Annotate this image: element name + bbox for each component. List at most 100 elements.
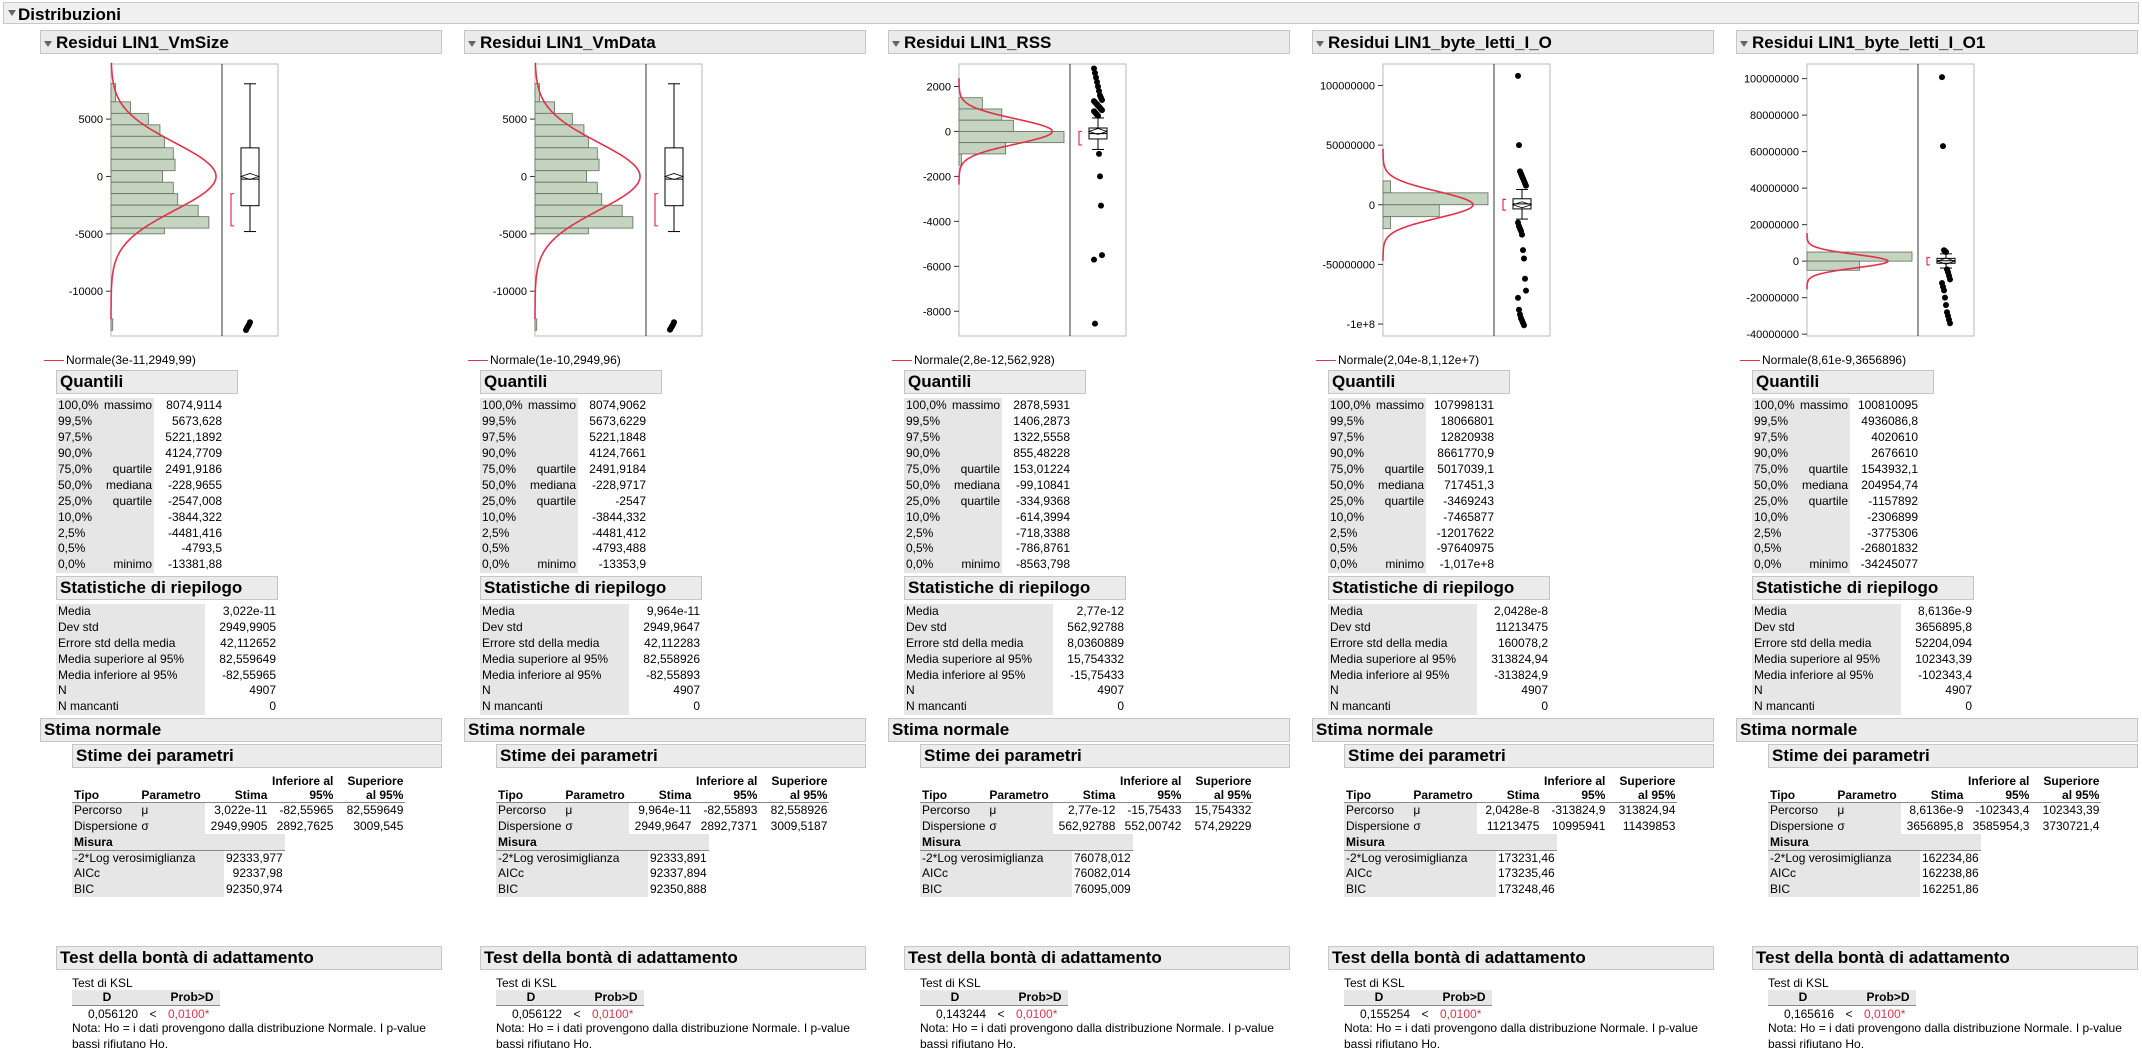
stat-label: Media [1752,604,1901,620]
test-bonta-header[interactable]: Test della bontà di adattamento [904,946,1290,970]
disclosure-triangle-icon[interactable] [892,40,900,47]
stima-normale-header[interactable]: Stima normale [1736,718,2138,742]
outlier-point [1523,182,1529,189]
table-row: N 4907 [56,682,278,699]
stat-label: N [904,682,1053,699]
stime-parametri-header[interactable]: Stime dei parametri [1344,744,1714,768]
y-tick-label: -20000000 [1746,293,1799,305]
measure-label: -2*Log verosimiglianza [1768,850,1920,866]
quantili-header[interactable]: Quantili [1328,370,1510,394]
statistiche-header[interactable]: Statistiche di riepilogo [1752,576,1974,600]
param-value: 562,92788 [1058,819,1116,833]
panel-title[interactable]: Residui LIN1_RSS [888,30,1290,54]
table-row: Percorso μ 9,964e-11 -82,55893 82,558926 [496,802,829,819]
test-bonta-header[interactable]: Test della bontà di adattamento [1752,946,2138,970]
measure-value: 92350,974 [226,881,283,896]
quantili-header[interactable]: Quantili [1752,370,1934,394]
quantile-label [1798,509,1851,526]
table-row: 50,0% mediana 204954,74 [1752,477,1920,494]
test-bonta-header[interactable]: Test della bontà di adattamento [480,946,866,970]
quantile-label [1798,413,1851,430]
quantili-header[interactable]: Quantili [904,370,1086,394]
param-symbol: μ [563,802,630,819]
disclosure-triangle-icon[interactable] [1740,40,1748,47]
outlier-point [1947,276,1953,283]
table-row: 0,0% minimo -1,017e+8 [1328,556,1496,573]
stat-value: 0 [1965,699,1972,714]
param-value: 3009,545 [353,819,404,833]
panel-title-text: Residui LIN1_byte_letti_I_O [1328,33,1552,52]
quantili-header[interactable]: Quantili [480,370,662,394]
stime-parametri-header[interactable]: Stime dei parametri [920,744,1290,768]
quantile-label: massimo [950,398,1003,414]
measure-label: AICc [1344,865,1496,882]
ksl-label: Test di KSL [72,976,133,990]
disclosure-triangle-icon[interactable] [468,40,476,47]
quantile-percent: 97,5% [56,429,102,446]
stima-normale-header[interactable]: Stima normale [40,718,442,742]
param-symbol: μ [1835,802,1902,819]
stima-normale-header[interactable]: Stima normale [1312,718,1714,742]
statistiche-header[interactable]: Statistiche di riepilogo [1328,576,1550,600]
ksl-less-than: < [149,1006,157,1021]
histogram-bar [534,135,589,149]
panel-title[interactable]: Residui LIN1_VmSize [40,30,442,54]
quantile-percent: 2,5% [480,525,526,542]
distribuzioni-header[interactable]: Distribuzioni [3,2,2139,24]
panel-title[interactable]: Residui LIN1_VmData [464,30,866,54]
outlier-point [1939,74,1945,81]
test-bonta-header[interactable]: Test della bontà di adattamento [56,946,442,970]
column-header: Tipo [1768,774,1836,803]
table-row: 25,0% quartile -3469243 [1328,493,1496,510]
table-row: 25,0% quartile -2547 [480,493,648,510]
quantile-label [526,541,579,557]
legend-line-icon [1740,360,1760,362]
stat-value: -313824,9 [1493,667,1548,682]
disclosure-triangle-icon[interactable] [44,40,52,47]
column-header: Tipo [1344,774,1412,803]
quantile-label [1374,445,1427,462]
histogram-boxplot: 100000000 80000000 60000000 40000000 2000000… [1744,63,1975,341]
quantile-percent: 25,0% [56,493,102,510]
quantili-table: 100,0% massimo 100810095 99,5% 4936086,8 97,5… [1752,398,1920,573]
quantile-percent: 99,5% [904,413,950,430]
quantile-label: minimo [1374,556,1427,573]
quantile-value: 8074,9062 [589,398,647,413]
table-row: Media superiore al 95% 102343,39 [1752,651,1974,668]
misura-table: Misura -2*Log verosimiglianza 92333,977 AIC… [72,834,285,898]
quantile-label [102,509,155,526]
param-symbol: σ [563,818,630,835]
param-type: Dispersione [1768,818,1836,835]
column-header: Inferiore al 95% [1541,774,1608,803]
ksl-label: Test di KSL [1768,976,1829,990]
quantili-header[interactable]: Quantili [56,370,238,394]
histogram-bar [958,153,962,166]
normal-fit-curve [110,62,217,319]
quantile-value: 2491,9186 [165,462,223,476]
disclosure-triangle-icon[interactable] [8,10,16,16]
quantile-label [950,509,1003,526]
stime-parametri-header[interactable]: Stime dei parametri [496,744,866,768]
table-row: 0,5% -786,8761 [904,541,1072,557]
table-row: 97,5% 5221,1848 [480,429,648,446]
table-row: 0,5% -26801832 [1752,541,1920,557]
panel-title[interactable]: Residui LIN1_byte_letti_I_O1 [1736,30,2138,54]
table-row: Media 9,964e-11 [480,604,702,620]
stime-parametri-header[interactable]: Stime dei parametri [72,744,442,768]
stima-normale-header[interactable]: Stima normale [464,718,866,742]
distribution-panel: Residui LIN1_VmData 5000 0 -5000 -10000 Norma… [458,30,878,1051]
stima-normale-header[interactable]: Stima normale [888,718,1290,742]
column-header: Tipo [496,774,564,803]
stime-parametri-header[interactable]: Stime dei parametri [1768,744,2138,768]
panel-title[interactable]: Residui LIN1_byte_letti_I_O [1312,30,1714,54]
statistiche-header[interactable]: Statistiche di riepilogo [904,576,1126,600]
statistiche-header[interactable]: Statistiche di riepilogo [480,576,702,600]
test-bonta-header[interactable]: Test della bontà di adattamento [1328,946,1714,970]
table-row: Percorso μ 2,77e-12 -15,75433 15,754332 [920,802,1253,819]
disclosure-triangle-icon[interactable] [1316,40,1324,47]
section-title: Stima normale [468,720,586,739]
statistiche-header[interactable]: Statistiche di riepilogo [56,576,278,600]
quantile-percent: 90,0% [1752,445,1798,462]
quantile-value: -2306899 [1867,509,1919,524]
quantile-value: -3775306 [1867,525,1919,540]
